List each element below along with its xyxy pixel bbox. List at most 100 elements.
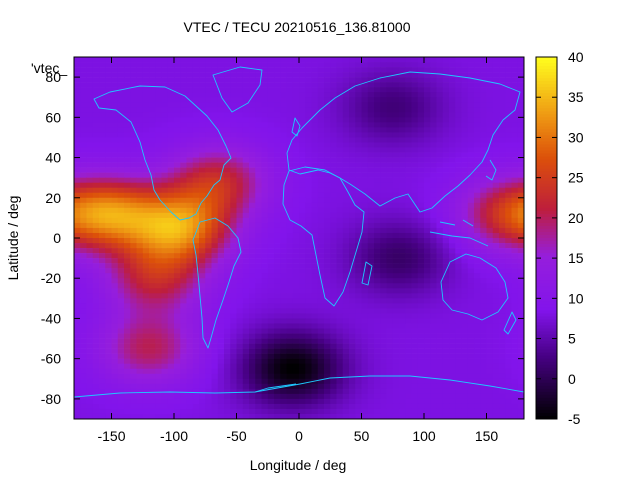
heatmap-cell: [199, 293, 206, 299]
heatmap-cell: [74, 152, 81, 158]
heatmap-cell: [405, 152, 412, 158]
heatmap-cell: [499, 258, 506, 264]
heatmap-cell: [267, 248, 275, 254]
heatmap-cell: [336, 167, 344, 173]
heatmap-cell: [324, 137, 331, 143]
heatmap-cell: [455, 117, 462, 123]
heatmap-cell: [99, 348, 106, 354]
heatmap-cell: [417, 127, 425, 133]
heatmap-cell: [155, 82, 162, 88]
heatmap-cell: [380, 283, 387, 289]
heatmap-cell: [136, 172, 144, 178]
heatmap-cell: [105, 328, 112, 334]
heatmap-cell: [336, 368, 344, 375]
heatmap-cell: [386, 333, 394, 339]
heatmap-cell: [436, 313, 444, 319]
heatmap-cell: [411, 393, 419, 400]
heatmap-cell: [174, 102, 181, 108]
heatmap-cell: [211, 137, 219, 143]
heatmap-cell: [236, 102, 244, 108]
heatmap-cell: [180, 77, 187, 83]
heatmap-cell: [492, 102, 500, 108]
heatmap-cell: [355, 157, 362, 163]
heatmap-cell: [411, 388, 419, 395]
heatmap-cell: [517, 97, 524, 103]
heatmap-cell: [161, 268, 169, 274]
heatmap-cell: [217, 353, 225, 359]
heatmap-cell: [399, 117, 406, 123]
heatmap-cell: [130, 227, 137, 234]
heatmap-cell: [486, 137, 494, 143]
heatmap-cell: [492, 353, 500, 359]
heatmap-cell: [480, 67, 487, 73]
heatmap-cell: [386, 207, 394, 214]
heatmap-cell: [242, 97, 250, 103]
heatmap-cell: [274, 197, 281, 204]
heatmap-cell: [430, 197, 437, 204]
heatmap-cell: [92, 383, 100, 390]
heatmap-cell: [186, 363, 194, 370]
heatmap-cell: [299, 323, 306, 329]
heatmap-cell: [255, 343, 262, 349]
heatmap-cell: [174, 293, 181, 299]
heatmap-cell: [392, 348, 400, 354]
heatmap-cell: [74, 343, 81, 349]
heatmap-cell: [217, 157, 225, 163]
heatmap-cell: [199, 202, 206, 209]
heatmap-cell: [186, 177, 194, 183]
heatmap-cell: [467, 393, 475, 400]
heatmap-cell: [80, 288, 87, 294]
heatmap-cell: [355, 97, 362, 103]
heatmap-cell: [236, 62, 244, 68]
heatmap-cell: [317, 62, 325, 68]
heatmap-cell: [199, 227, 206, 234]
heatmap-cell: [217, 308, 225, 314]
heatmap-cell: [311, 263, 319, 269]
heatmap-cell: [311, 92, 319, 98]
heatmap-cell: [299, 318, 306, 324]
heatmap-cell: [324, 97, 331, 103]
heatmap-cell: [167, 167, 175, 173]
heatmap-cell: [342, 248, 350, 254]
heatmap-cell: [92, 288, 100, 294]
heatmap-cell: [386, 278, 394, 284]
heatmap-cell: [467, 202, 475, 209]
heatmap-cell: [486, 238, 494, 244]
heatmap-cell: [317, 152, 325, 158]
heatmap-cell: [305, 157, 312, 163]
heatmap-cell: [261, 137, 269, 143]
heatmap-cell: [374, 313, 381, 319]
heatmap-cell: [517, 248, 524, 254]
heatmap-cell: [299, 127, 306, 133]
heatmap-cell: [167, 92, 175, 98]
heatmap-cell: [424, 82, 431, 88]
heatmap-cell: [449, 172, 456, 178]
heatmap-cell: [199, 238, 206, 244]
heatmap-cell: [136, 303, 144, 309]
heatmap-cell: [461, 273, 469, 279]
heatmap-cell: [442, 187, 450, 194]
heatmap-cell: [461, 132, 469, 138]
heatmap-cell: [224, 338, 231, 344]
heatmap-cell: [155, 87, 162, 93]
heatmap-cell: [124, 177, 131, 183]
heatmap-cell: [255, 107, 262, 113]
heatmap-cell: [480, 263, 487, 269]
heatmap-cell: [80, 167, 87, 173]
heatmap-cell: [111, 182, 119, 189]
heatmap-cell: [199, 132, 206, 138]
heatmap-cell: [161, 212, 169, 219]
heatmap-cell: [136, 127, 144, 133]
heatmap-cell: [236, 162, 244, 168]
heatmap-cell: [355, 202, 362, 209]
heatmap-cell: [399, 268, 406, 274]
heatmap-cell: [236, 268, 244, 274]
heatmap-cell: [161, 92, 169, 98]
heatmap-cell: [292, 288, 300, 294]
heatmap-cell: [474, 363, 481, 370]
heatmap-cell: [430, 167, 437, 173]
heatmap-cell: [499, 172, 506, 178]
heatmap-cell: [324, 318, 331, 324]
heatmap-cell: [386, 132, 394, 138]
heatmap-cell: [305, 107, 312, 113]
